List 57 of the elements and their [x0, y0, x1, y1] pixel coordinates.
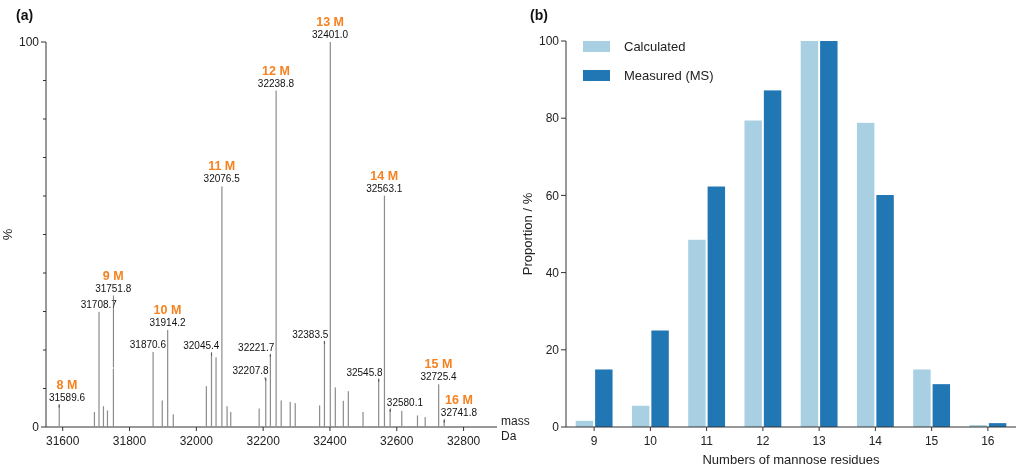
x-tick-label: 14: [868, 434, 883, 448]
x-tick-label: 32200: [246, 434, 281, 448]
annotation: 32076.5: [203, 173, 241, 185]
chart-title: (a): [16, 7, 34, 23]
x-tick-label: 11: [700, 434, 714, 448]
annotation: 8 M: [56, 378, 78, 393]
y-axis-title: Proportion / %: [520, 192, 535, 276]
chart-title: (b): [530, 7, 548, 23]
annotation: 11 M: [208, 159, 236, 174]
y-tick-label: 60: [545, 188, 560, 203]
x-tick-label: 12: [756, 434, 770, 448]
x-tick-label: 32000: [179, 434, 214, 448]
x-axis-title: mass Da: [501, 414, 530, 443]
x-tick-label: 13: [812, 434, 827, 448]
annotation: 31914.2: [149, 316, 186, 328]
annotation: 12 M: [262, 63, 290, 78]
annotation: 32741.8: [440, 407, 478, 419]
x-axis-title: Numbers of mannose residues: [702, 452, 881, 467]
annotation: 13 M: [316, 15, 344, 29]
annotation: 32045.4: [183, 340, 220, 352]
annotation: 15 M: [424, 357, 453, 372]
annotation: 14 M: [370, 168, 399, 183]
annotation: 32221.7: [238, 342, 275, 354]
y-tick-label: 40: [545, 265, 560, 280]
annotation: 32401.0: [312, 29, 349, 40]
annotation: 31589.6: [48, 392, 86, 404]
annotation: 31870.6: [129, 338, 167, 350]
annotation: 32545.8: [346, 366, 383, 378]
x-tick-label: 9: [590, 434, 598, 448]
y-tick-label: 0: [552, 420, 560, 435]
y-axis-title: %: [0, 228, 15, 241]
annotation: 32580.1: [386, 396, 424, 408]
annotation: 32725.4: [420, 371, 457, 383]
x-tick-label: 31600: [46, 434, 80, 448]
annotation: 32563.1: [366, 182, 403, 194]
x-tick-label: 10: [643, 434, 658, 448]
annotation: 31751.8: [95, 283, 132, 295]
annotation: 9 M: [102, 269, 124, 284]
x-tick-label: 32800: [446, 434, 481, 448]
annotation: 31708.7: [80, 298, 118, 310]
legend-label: Calculated: [624, 39, 686, 54]
x-tick-label: 31800: [112, 434, 147, 448]
annotation: 16 M: [445, 393, 473, 408]
x-tick-label: 15: [924, 434, 939, 448]
legend-label: Measured (MS): [624, 68, 714, 83]
y-tick-label: 20: [545, 343, 560, 357]
annotation: 10 M: [153, 302, 182, 317]
annotation: 32238.8: [257, 77, 295, 89]
y-tick-label: 0: [32, 420, 40, 435]
y-tick-label: 100: [18, 35, 40, 50]
annotation: 32207.8: [232, 365, 270, 377]
y-tick-label: 80: [545, 111, 560, 126]
annotation: 32383.5: [292, 328, 329, 340]
x-tick-label: 32600: [380, 434, 414, 448]
y-tick-label: 100: [538, 34, 560, 49]
x-tick-label: 16: [981, 434, 995, 448]
x-tick-label: 32400: [313, 434, 347, 448]
